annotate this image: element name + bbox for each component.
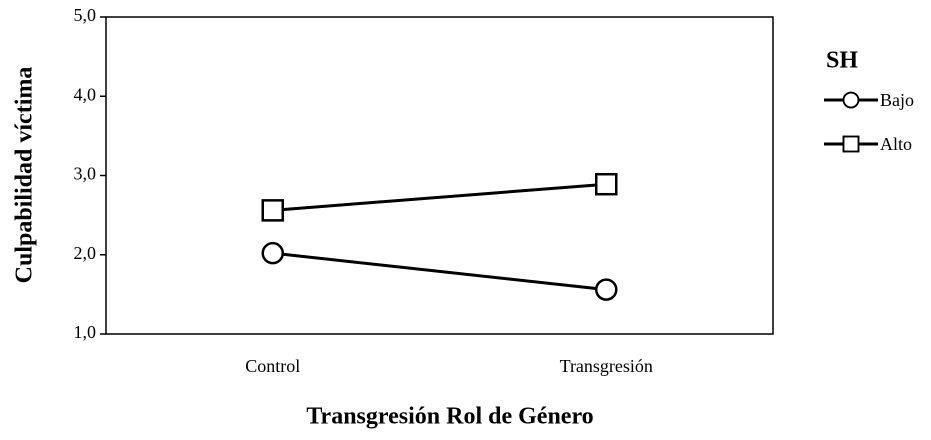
data-point xyxy=(261,241,284,265)
series-line xyxy=(272,182,607,212)
legend-marker xyxy=(842,135,860,153)
y-axis-label: Culpabilidad víctima xyxy=(12,67,38,284)
data-point xyxy=(595,172,618,196)
legend-label: Bajo xyxy=(880,90,914,110)
plot-frame xyxy=(105,16,774,335)
legend-marker xyxy=(842,91,860,109)
y-tick-label: 1,0 xyxy=(74,322,97,342)
x-tick-label: Control xyxy=(245,356,300,376)
y-tick-label: 4,0 xyxy=(74,84,97,104)
data-point xyxy=(595,278,618,301)
x-axis-label: Transgresión Rol de Género xyxy=(306,404,593,430)
y-tick-label: 3,0 xyxy=(74,164,97,184)
legend-title: SH xyxy=(826,48,858,74)
y-tick-label: 5,0 xyxy=(74,5,97,25)
data-point xyxy=(261,199,284,222)
y-tick-label: 2,0 xyxy=(74,243,97,263)
x-tick-label: Transgresión xyxy=(560,356,653,376)
series-line xyxy=(272,251,607,292)
legend-label: Alto xyxy=(880,134,912,154)
